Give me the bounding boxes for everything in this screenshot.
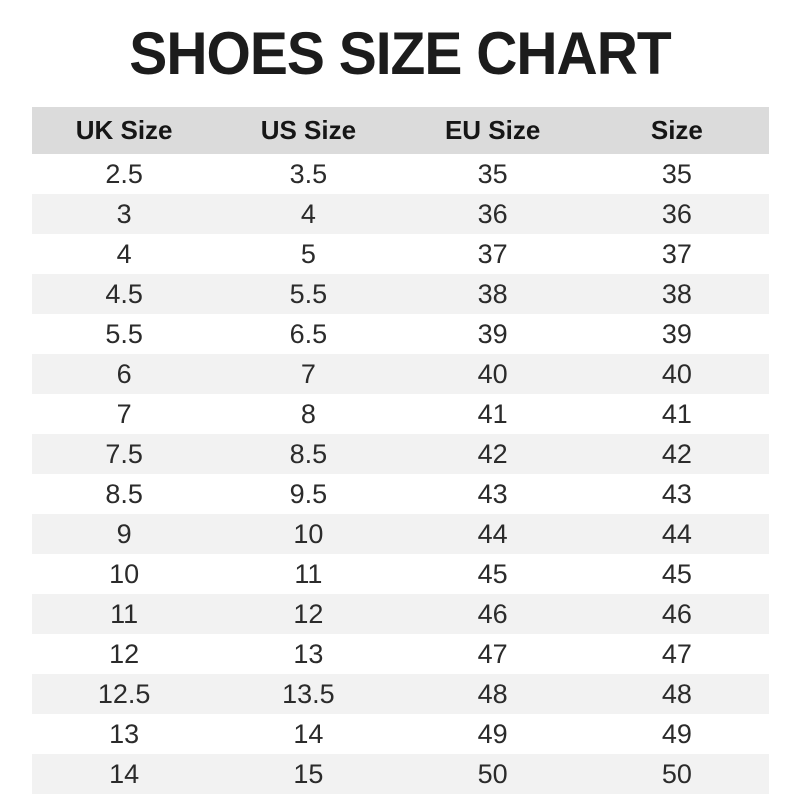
table-cell: 2.5 — [105, 159, 143, 189]
table-cell: 10 — [109, 559, 140, 589]
page-title: SHOES SIZE CHART — [129, 19, 671, 88]
size-chart-table: UK Size US Size EU Size Size 2.5 3.5 35 35 3… — [32, 107, 769, 794]
table-cell: 11 — [110, 599, 139, 629]
table-cell: 46 — [477, 599, 508, 629]
table-cell: 5 — [300, 239, 316, 269]
table-cell: 47 — [477, 639, 508, 669]
table-cell: 36 — [661, 199, 692, 229]
table-cell: 4 — [300, 199, 316, 229]
page: SHOES SIZE CHART UK Size US Size EU Size… — [0, 19, 800, 800]
table-body: 2.5 3.5 35 35 3 4 36 36 4 5 37 37 4.5 5.5 38 38 5.5 6.5 39… — [32, 154, 769, 794]
table-row: 4.5 5.5 38 38 — [32, 274, 769, 314]
table-cell: 38 — [477, 279, 508, 309]
table-cell: 43 — [477, 479, 508, 509]
table-cell: 11 — [294, 559, 323, 589]
table-row: 6 7 40 40 — [32, 354, 769, 394]
table-cell: 35 — [661, 159, 692, 189]
table-cell: 3 — [116, 199, 132, 229]
table-cell: 12 — [109, 639, 140, 669]
table-cell: 40 — [477, 359, 508, 389]
table-cell: 41 — [477, 399, 508, 429]
table-row: 5.5 6.5 39 39 — [32, 314, 769, 354]
table-cell: 8 — [300, 399, 316, 429]
table-cell: 44 — [661, 519, 692, 549]
table-row: 12.5 13.5 48 48 — [32, 674, 769, 714]
table-cell: 44 — [477, 519, 508, 549]
table-cell: 42 — [661, 439, 692, 469]
table-cell: 12.5 — [97, 679, 151, 709]
table-row: 12 13 47 47 — [32, 634, 769, 674]
table-cell: 38 — [661, 279, 692, 309]
table-cell: 6 — [116, 359, 132, 389]
table-cell: 4.5 — [105, 279, 143, 309]
table-cell: 5.5 — [105, 319, 143, 349]
table-cell: 48 — [661, 679, 692, 709]
table-cell: 39 — [661, 319, 692, 349]
table-cell: 48 — [477, 679, 508, 709]
table-cell: 13.5 — [282, 679, 335, 709]
table-cell: 7 — [300, 359, 316, 389]
table-row: 13 14 49 49 — [32, 714, 769, 754]
table-header-row: UK Size US Size EU Size Size — [32, 107, 769, 154]
table-cell: 7 — [116, 399, 132, 429]
table-cell: 42 — [477, 439, 508, 469]
table-cell: 37 — [661, 239, 692, 269]
table-row: 10 11 45 45 — [32, 554, 769, 594]
header-cell-size: Size — [650, 115, 703, 145]
table-cell: 5.5 — [289, 279, 328, 309]
table-cell: 41 — [661, 399, 692, 429]
table-cell: 45 — [477, 559, 508, 589]
table-cell: 36 — [477, 199, 508, 229]
table-row: 14 15 50 50 — [32, 754, 769, 794]
table-cell: 13 — [293, 639, 324, 669]
header-cell-eu-size: EU Size — [444, 115, 541, 145]
table-cell: 3.5 — [289, 159, 328, 189]
table-cell: 49 — [661, 719, 692, 749]
table-cell: 6.5 — [289, 319, 328, 349]
table-cell: 7.5 — [105, 439, 143, 469]
table-cell: 46 — [661, 599, 692, 629]
table-row: 3 4 36 36 — [32, 194, 769, 234]
table-cell: 4 — [116, 239, 132, 269]
table-row: 7.5 8.5 42 42 — [32, 434, 769, 474]
table-cell: 10 — [293, 519, 324, 549]
table-cell: 8.5 — [289, 439, 328, 469]
table-cell: 40 — [661, 359, 692, 389]
table-cell: 14 — [293, 719, 324, 749]
table-cell: 39 — [477, 319, 508, 349]
table-cell: 8.5 — [105, 479, 143, 509]
table-cell: 9 — [116, 519, 132, 549]
table-cell: 9.5 — [289, 479, 328, 509]
table-row: 2.5 3.5 35 35 — [32, 154, 769, 194]
table-cell: 12 — [293, 599, 324, 629]
table-cell: 50 — [477, 759, 508, 789]
header-cell-us-size: US Size — [260, 115, 357, 145]
header-cell-uk-size: UK Size — [75, 115, 173, 145]
table-cell: 45 — [661, 559, 692, 589]
table-row: 4 5 37 37 — [32, 234, 769, 274]
table-row: 9 10 44 44 — [32, 514, 769, 554]
table-row: 8.5 9.5 43 43 — [32, 474, 769, 514]
table-cell: 43 — [661, 479, 692, 509]
table-row: 7 8 41 41 — [32, 394, 769, 434]
table-cell: 14 — [109, 759, 140, 789]
table-cell: 35 — [477, 159, 508, 189]
table-cell: 50 — [661, 759, 692, 789]
table-cell: 37 — [477, 239, 508, 269]
table-cell: 49 — [477, 719, 508, 749]
table-row: 11 12 46 46 — [32, 594, 769, 634]
table-cell: 47 — [661, 639, 692, 669]
table-cell: 13 — [109, 719, 140, 749]
table-cell: 15 — [293, 759, 324, 789]
